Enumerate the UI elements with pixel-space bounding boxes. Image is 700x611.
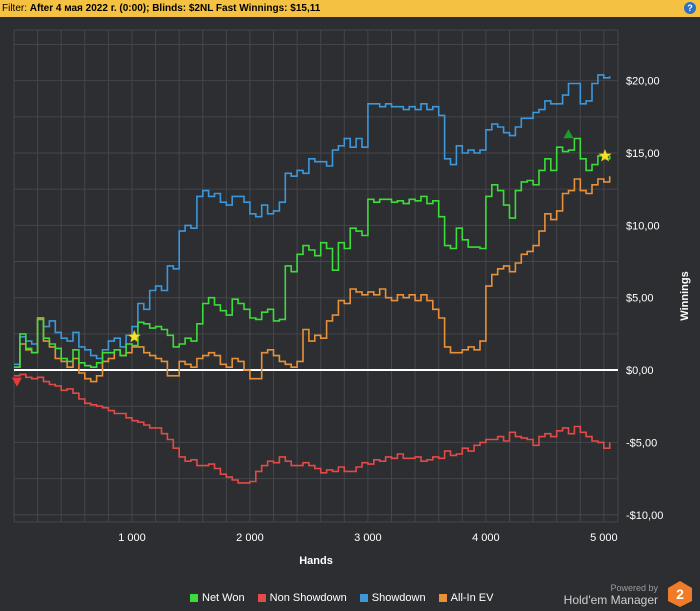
legend-item-all-in-ev[interactable]: All-In EV xyxy=(438,592,494,604)
winnings-summary: Winnings: $15,11 xyxy=(236,3,321,14)
legend-swatch xyxy=(438,594,447,603)
min-marker xyxy=(11,377,22,387)
x-tick-label: 5 000 xyxy=(590,532,618,544)
chart-markers xyxy=(11,129,612,387)
tick-labels: 1 000 2 000 3 000 4 000 5 000 $20,00 $15,00 $10… xyxy=(118,76,663,544)
x-tick-label: 3 000 xyxy=(354,532,382,544)
series-non-showdown xyxy=(14,373,611,484)
legend-label: Non Showdown xyxy=(269,592,347,604)
star-marker xyxy=(127,329,142,343)
y-tick-label: $0,00 xyxy=(626,365,654,377)
x-tick-label: 1 000 xyxy=(118,532,146,544)
y-tick-label: -$10,00 xyxy=(626,510,663,522)
legend-swatch xyxy=(359,594,368,603)
brand-logo: Powered by Hold'em Manager 2 xyxy=(554,580,694,608)
filter-label: Filter: xyxy=(2,3,30,14)
legend-item-showdown[interactable]: Showdown xyxy=(359,592,426,604)
max-marker xyxy=(563,129,574,139)
filter-value: After 4 мая 2022 г. (0:00); Blinds: $2NL… xyxy=(29,3,237,14)
y-tick-label: $15,00 xyxy=(626,148,660,160)
series-lines xyxy=(14,74,611,484)
brand-name: Hold'em Manager xyxy=(563,593,658,607)
y-tick-label: $10,00 xyxy=(626,220,660,232)
y-tick-label: $20,00 xyxy=(626,76,660,88)
help-icon[interactable]: ? xyxy=(684,2,696,14)
series-all-in-ev xyxy=(14,176,611,383)
powered-by-text: Powered by xyxy=(610,583,658,593)
plot-frame xyxy=(13,29,619,523)
y-tick-label: -$5,00 xyxy=(626,437,657,449)
legend-item-net-won[interactable]: Net Won xyxy=(190,592,245,604)
y-axis-title: Winnings xyxy=(679,271,691,320)
legend-swatch xyxy=(190,594,198,603)
grid-lines xyxy=(13,29,619,523)
x-axis-title: Hands xyxy=(299,555,333,567)
legend-label: Showdown xyxy=(371,592,426,604)
x-tick-label: 4 000 xyxy=(472,532,500,544)
legend: Net Won Non Showdown Showdown All-In EV xyxy=(190,592,503,606)
star-marker xyxy=(598,148,612,162)
series-showdown xyxy=(14,74,611,366)
legend-label: All-In EV xyxy=(450,592,494,604)
series-net-won xyxy=(14,137,611,368)
legend-swatch xyxy=(257,594,266,603)
logo-version: 2 xyxy=(676,586,684,602)
hm2-logo-icon: 2 xyxy=(668,581,692,607)
legend-item-non-showdown[interactable]: Non Showdown xyxy=(257,592,347,604)
legend-label: Net Won xyxy=(202,592,245,604)
filter-bar: Filter: After 4 мая 2022 г. (0:00); Blin… xyxy=(0,0,700,17)
y-tick-label: $5,00 xyxy=(626,293,654,305)
x-tick-label: 2 000 xyxy=(236,532,264,544)
winnings-graph: 1 000 2 000 3 000 4 000 5 000 $20,00 $15,00 $10… xyxy=(11,29,691,567)
